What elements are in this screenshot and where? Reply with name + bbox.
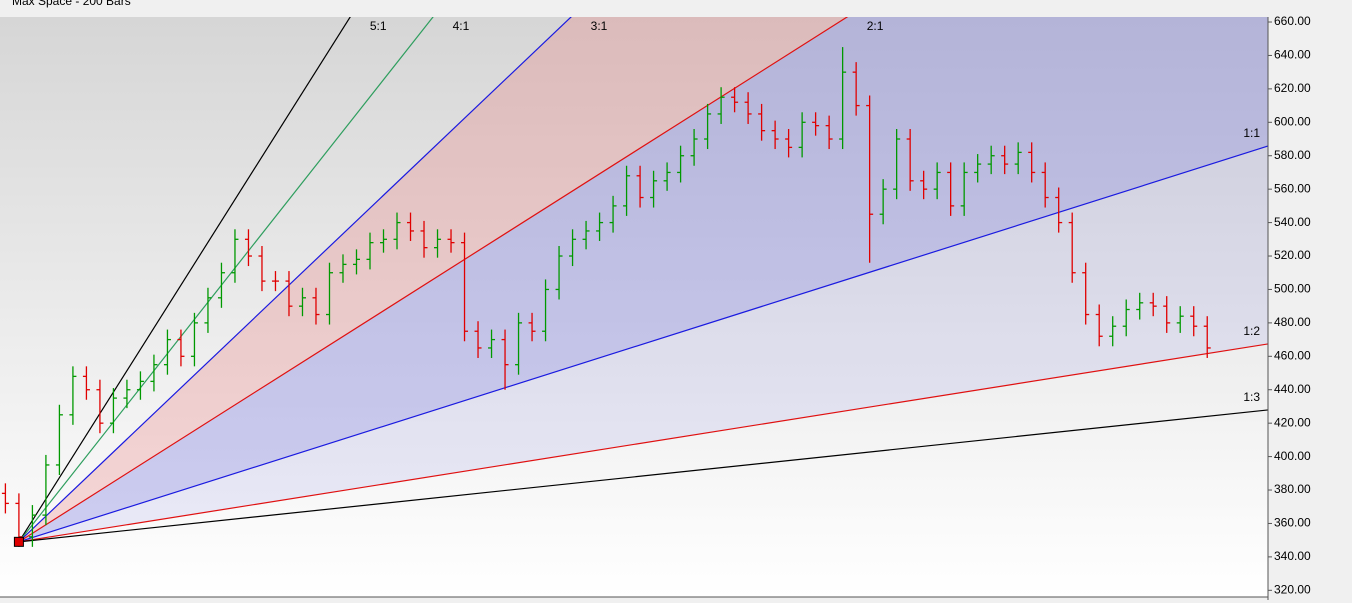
y-tick-label: 600.00 xyxy=(1274,114,1311,128)
fan-label: 1:1 xyxy=(1243,126,1260,140)
y-tick-label: 400.00 xyxy=(1274,449,1311,463)
fan-label: 1:3 xyxy=(1243,390,1260,404)
y-tick-label: 500.00 xyxy=(1274,282,1311,296)
y-tick-label: 420.00 xyxy=(1274,415,1311,429)
fan-origin xyxy=(13,536,24,547)
fan-label: 2:1 xyxy=(867,19,884,33)
bars xyxy=(1,47,1211,547)
y-tick-label: 560.00 xyxy=(1274,181,1311,195)
fan-label: 3:1 xyxy=(591,19,608,33)
y-tick-label: 460.00 xyxy=(1274,348,1311,362)
y-tick-label: 660.00 xyxy=(1274,14,1311,28)
y-tick-label: 480.00 xyxy=(1274,315,1311,329)
y-tick-label: 580.00 xyxy=(1274,148,1311,162)
y-tick-label: 520.00 xyxy=(1274,248,1311,262)
plot-area xyxy=(0,17,1268,597)
y-tick-label: 440.00 xyxy=(1274,382,1311,396)
fan-zone xyxy=(18,17,1268,542)
fan-label: 5:1 xyxy=(370,19,387,33)
y-tick-label: 540.00 xyxy=(1274,215,1311,229)
fan-label: 1:2 xyxy=(1243,324,1260,338)
y-axis: 320.00 340.00 360.00 380.00 400.00 420.00 440.… xyxy=(1268,14,1311,596)
y-tick-label: 640.00 xyxy=(1274,48,1311,62)
y-tick-label: 380.00 xyxy=(1274,482,1311,496)
fan-line xyxy=(18,409,1268,543)
y-tick-label: 320.00 xyxy=(1274,582,1311,596)
fan-line xyxy=(18,343,1268,543)
header-text: Max Space - 200 Bars xyxy=(12,0,131,8)
fan-line xyxy=(18,145,1268,543)
y-tick-label: 620.00 xyxy=(1274,81,1311,95)
y-tick-label: 360.00 xyxy=(1274,516,1311,530)
y-tick-label: 340.00 xyxy=(1274,549,1311,563)
gann-fan xyxy=(18,17,1268,543)
fan-label: 4:1 xyxy=(453,19,470,33)
